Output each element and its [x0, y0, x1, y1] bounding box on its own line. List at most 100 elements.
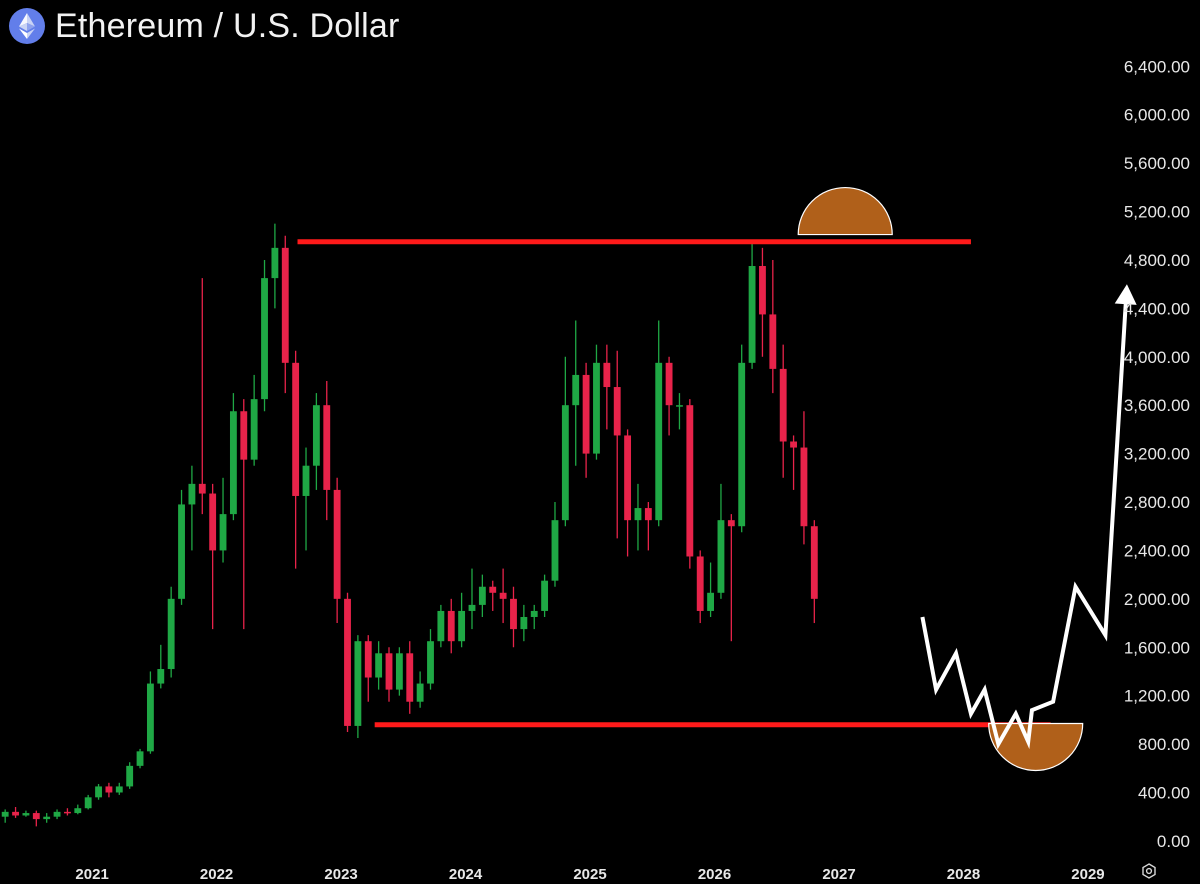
candle-body	[250, 399, 258, 460]
y-tick-label: 1,200.00	[1124, 687, 1190, 706]
ethereum-logo-icon	[9, 8, 45, 44]
candle-body	[261, 278, 268, 400]
candle-body	[12, 811, 19, 816]
x-tick-label: 2023	[324, 866, 357, 883]
candle	[447, 598, 455, 654]
candle	[530, 604, 538, 630]
candle-body	[738, 362, 746, 527]
candle-body	[561, 405, 569, 521]
candle	[406, 641, 414, 714]
candle-body	[458, 610, 466, 642]
price-axis: 6,400.00 6,000.00 5,600.00 5,200.00 4,800.00…	[1124, 57, 1190, 851]
candle-body	[167, 598, 175, 670]
candle	[790, 435, 797, 490]
markers-layer	[797, 186, 1084, 771]
candle	[115, 782, 123, 795]
candle-body	[395, 653, 403, 690]
candle	[292, 350, 300, 569]
candle-body	[707, 592, 715, 611]
candle	[665, 356, 673, 436]
candle-body	[748, 266, 756, 363]
y-tick-label: 4,400.00	[1124, 299, 1190, 318]
levels-layer	[297, 239, 1051, 728]
candle-body	[551, 520, 559, 581]
candle	[126, 762, 134, 789]
candle-body	[499, 592, 507, 599]
candle-body	[676, 405, 683, 407]
settings-icon[interactable]	[1140, 862, 1158, 880]
candle	[219, 477, 227, 563]
candle-body	[53, 811, 61, 817]
projection-arrowhead	[1114, 284, 1137, 305]
candle-body	[644, 508, 652, 521]
projection-path	[920, 290, 1129, 750]
candle-body	[115, 786, 123, 793]
candle	[437, 604, 445, 648]
candle	[624, 429, 632, 557]
candle	[229, 393, 237, 521]
candle	[458, 592, 466, 648]
x-tick-label: 2022	[200, 866, 233, 883]
candle-body	[219, 514, 227, 551]
candle	[281, 235, 289, 394]
candle	[354, 635, 362, 739]
candles-layer	[1, 223, 818, 827]
y-tick-label: 5,600.00	[1124, 154, 1190, 173]
candle	[759, 247, 766, 357]
y-tick-label: 2,400.00	[1124, 541, 1190, 560]
candle	[364, 635, 372, 702]
candle-body	[717, 520, 725, 593]
candle-body	[271, 247, 279, 279]
x-tick-label: 2024	[449, 866, 483, 883]
candle-body	[74, 808, 82, 814]
y-tick-label: 6,400.00	[1124, 57, 1190, 76]
candle-body	[478, 586, 486, 605]
x-tick-label: 2026	[698, 866, 731, 883]
candle-body	[22, 813, 30, 816]
candle	[686, 399, 694, 569]
candle-body	[105, 786, 113, 793]
candle	[427, 629, 434, 690]
candle	[84, 794, 92, 810]
candle-body	[416, 683, 424, 702]
candle	[810, 520, 818, 624]
candle	[157, 644, 165, 689]
y-tick-label: 3,200.00	[1124, 445, 1190, 464]
candle-body	[178, 504, 185, 599]
candle	[769, 259, 777, 394]
candle-body	[126, 765, 134, 787]
candle-body	[240, 411, 248, 460]
candle	[12, 807, 19, 818]
candle	[136, 748, 144, 769]
candle	[188, 465, 196, 551]
x-tick-label: 2027	[822, 866, 855, 883]
candle	[655, 320, 663, 527]
x-tick-label: 2028	[947, 866, 980, 883]
candle-body	[333, 489, 341, 599]
candle	[478, 574, 486, 617]
candle	[178, 489, 185, 605]
candle-body	[593, 362, 600, 454]
candle-body	[686, 405, 694, 557]
candle	[261, 259, 268, 412]
candle	[541, 574, 549, 617]
candle-body	[520, 616, 528, 630]
x-tick-label: 2021	[75, 866, 108, 883]
candle	[779, 344, 787, 478]
y-tick-label: 3,600.00	[1124, 396, 1190, 415]
candle	[644, 502, 652, 551]
candle	[375, 641, 383, 690]
candle-body	[489, 586, 497, 593]
chart-title: Ethereum / U.S. Dollar	[55, 6, 400, 45]
candle-body	[406, 653, 414, 702]
candle-body	[530, 610, 538, 617]
candle-body	[447, 610, 455, 642]
bottom-semicircle-marker	[988, 722, 1084, 771]
candle	[800, 411, 808, 545]
candle	[302, 447, 310, 551]
candle	[240, 399, 248, 630]
candle	[468, 568, 476, 630]
candle-body	[603, 362, 611, 388]
candle-body	[157, 669, 165, 684]
